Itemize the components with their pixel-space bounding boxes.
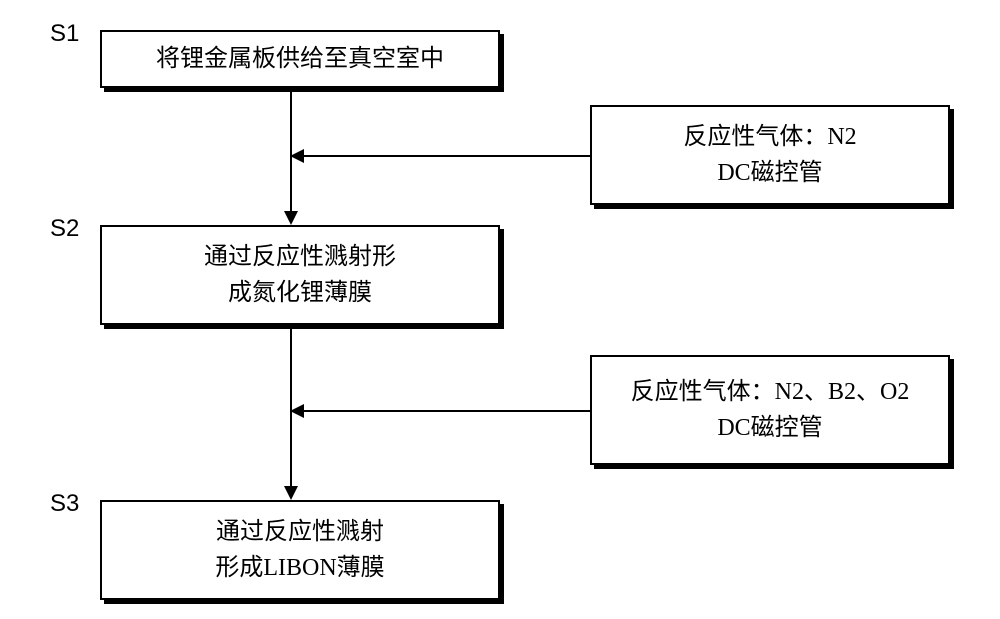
step-S3-line-0: 通过反应性溅射 [216, 514, 384, 550]
side-R1-box: 反应性气体：N2DC磁控管 [590, 105, 950, 205]
step-label-S1: S1 [50, 20, 79, 48]
arrowhead-down-1 [284, 486, 298, 500]
step-S2-line-1: 成氮化锂薄膜 [228, 275, 372, 311]
step-S3-shadow-right [500, 504, 504, 604]
side-R2-box: 反应性气体：N2、B2、O2DC磁控管 [590, 355, 950, 465]
arrowhead-down-0 [284, 211, 298, 225]
side-R2-line-0: 反应性气体：N2、B2、O2 [631, 374, 910, 410]
step-label-S2: S2 [50, 215, 79, 243]
side-R1-line-0: 反应性气体：N2 [683, 119, 856, 155]
step-S3-box: 通过反应性溅射形成LIBON薄膜 [100, 500, 500, 600]
step-S3-line-1: 形成LIBON薄膜 [215, 550, 384, 586]
side-R2-shadow-bottom [594, 465, 954, 469]
step-S2-box: 通过反应性溅射形成氮化锂薄膜 [100, 225, 500, 325]
step-S2-shadow-right [500, 229, 504, 329]
side-R1-line-1: DC磁控管 [717, 155, 822, 191]
step-S1-shadow-bottom [104, 88, 504, 92]
arrow-h-1 [302, 410, 590, 412]
step-label-S3: S3 [50, 490, 79, 518]
arrowhead-left-0 [290, 149, 304, 163]
step-S2-shadow-bottom [104, 325, 504, 329]
arrow-h-0 [302, 155, 590, 157]
side-R2-shadow-right [950, 359, 954, 469]
step-S3-shadow-bottom [104, 600, 504, 604]
side-R2-line-1: DC磁控管 [717, 410, 822, 446]
step-S2-line-0: 通过反应性溅射形 [204, 239, 396, 275]
side-R1-shadow-bottom [594, 205, 954, 209]
side-R1-shadow-right [950, 109, 954, 209]
step-S1-line-0: 将锂金属板供给至真空室中 [156, 41, 444, 77]
step-S1-box: 将锂金属板供给至真空室中 [100, 30, 500, 88]
step-S1-shadow-right [500, 34, 504, 92]
arrowhead-left-1 [290, 404, 304, 418]
